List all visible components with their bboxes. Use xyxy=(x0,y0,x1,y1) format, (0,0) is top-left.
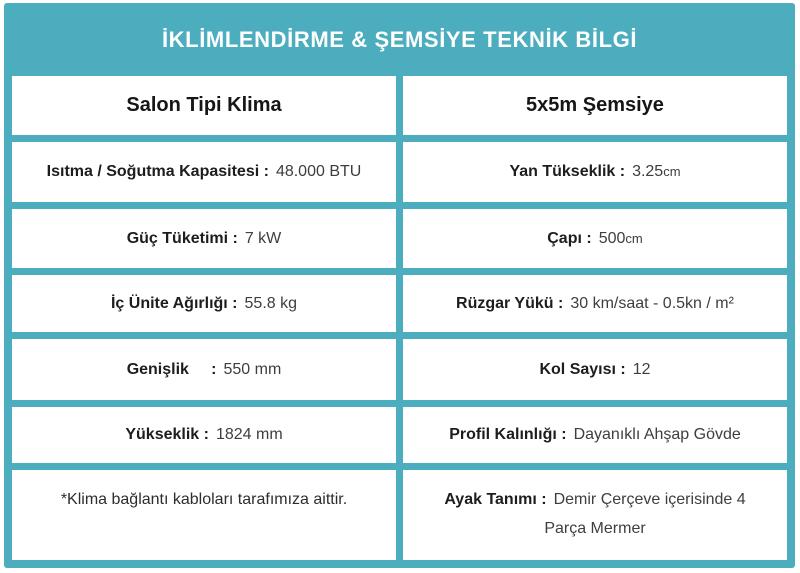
spec-text: Rüzgar Yükü : 30 km/saat - 0.5kn / m² xyxy=(456,295,734,313)
column-header-klima-label: Salon Tipi Klima xyxy=(126,94,282,116)
spec-text: Kol Sayısı : 12 xyxy=(539,361,650,379)
cell-power-consumption: Güç Tüketimi : 7 kW xyxy=(12,209,396,268)
spec-value: 3.25 xyxy=(632,163,664,180)
cell-indoor-unit-weight: İç Ünite Ağırlığı : 55.8 kg xyxy=(12,275,396,332)
spec-grid: Salon Tipi Klima 5x5m Şemsiye Isıtma / S… xyxy=(12,76,787,560)
spec-label: Yan Tükseklik : xyxy=(509,163,626,180)
spec-text: İç Ünite Ağırlığı : 55.8 kg xyxy=(111,295,297,313)
spec-value: 12 xyxy=(632,360,651,378)
spec-text: Yan Tükseklik : 3.25cm xyxy=(509,163,680,181)
spec-value: 550 mm xyxy=(223,360,282,378)
cell-side-height: Yan Tükseklik : 3.25cm xyxy=(403,142,787,202)
spec-value: 30 km/saat - 0.5kn / m² xyxy=(570,294,734,312)
cable-note-text: *Klima bağlantı kabloları tarafımıza ait… xyxy=(60,491,348,508)
cell-width: Genişlik : 550 mm xyxy=(12,339,396,400)
spec-label: Yükseklik : xyxy=(125,426,209,443)
spec-text: Güç Tüketimi : 7 kW xyxy=(127,230,282,248)
spec-value: 500 xyxy=(598,229,626,247)
spec-label: Isıtma / Soğutma Kapasitesi : xyxy=(46,163,269,180)
spec-value: 1824 mm xyxy=(215,426,283,443)
cell-heating-cooling-capacity: Isıtma / Soğutma Kapasitesi : 48.000 BTU xyxy=(12,142,396,202)
column-header-semsiye: 5x5m Şemsiye xyxy=(403,76,787,135)
spec-text: Isıtma / Soğutma Kapasitesi : 48.000 BTU xyxy=(47,163,362,181)
cell-profile-thickness: Profil Kalınlığı : Dayanıklı Ahşap Gövde xyxy=(403,407,787,463)
cell-arm-count: Kol Sayısı : 12 xyxy=(403,339,787,400)
spec-unit: cm xyxy=(663,164,681,179)
table-title: İKLİMLENDİRME & ŞEMSİYE TEKNİK BİLGİ xyxy=(161,27,638,52)
spec-value: 48.000 BTU xyxy=(275,163,362,180)
cell-height: Yükseklik : 1824 mm xyxy=(12,407,396,463)
column-header-klima: Salon Tipi Klima xyxy=(12,76,396,135)
table-title-bar: İKLİMLENDİRME & ŞEMSİYE TEKNİK BİLGİ xyxy=(12,11,787,69)
spec-value: 55.8 kg xyxy=(244,294,297,312)
spec-label: Çapı : xyxy=(547,229,592,247)
spec-text: Yükseklik : 1824 mm xyxy=(125,426,282,444)
spec-label: Genişlik : xyxy=(126,360,217,378)
spec-value: Dayanıklı Ahşap Gövde xyxy=(573,426,741,443)
spec-value: 7 kW xyxy=(244,229,282,247)
spec-text: Genişlik : 550 mm xyxy=(127,361,282,379)
cell-diameter: Çapı : 500cm xyxy=(403,209,787,268)
spec-table: İKLİMLENDİRME & ŞEMSİYE TEKNİK BİLGİ Sal… xyxy=(4,3,795,568)
spec-unit: cm xyxy=(625,230,643,246)
spec-label: İç Ünite Ağırlığı : xyxy=(110,294,238,312)
spec-label: Rüzgar Yükü : xyxy=(456,294,564,312)
spec-label: Kol Sayısı : xyxy=(539,360,626,378)
column-header-semsiye-label: 5x5m Şemsiye xyxy=(526,94,664,116)
spec-text: Profil Kalınlığı : Dayanıklı Ahşap Gövde xyxy=(449,426,741,444)
spec-value: Demir Çerçeve içerisinde 4 Parça Mermer xyxy=(544,491,746,537)
cell-wind-load: Rüzgar Yükü : 30 km/saat - 0.5kn / m² xyxy=(403,275,787,332)
spec-label: Profil Kalınlığı : xyxy=(449,426,567,443)
spec-text: Çapı : 500cm xyxy=(547,230,643,248)
spec-label: Güç Tüketimi : xyxy=(126,229,238,247)
spec-text: Ayak Tanımı : Demir Çerçeve içerisinde 4 … xyxy=(425,486,765,544)
spec-label: Ayak Tanımı : xyxy=(444,491,547,509)
cell-base-description: Ayak Tanımı : Demir Çerçeve içerisinde 4 … xyxy=(403,470,787,560)
cell-cable-note: *Klima bağlantı kabloları tarafımıza ait… xyxy=(12,470,396,560)
